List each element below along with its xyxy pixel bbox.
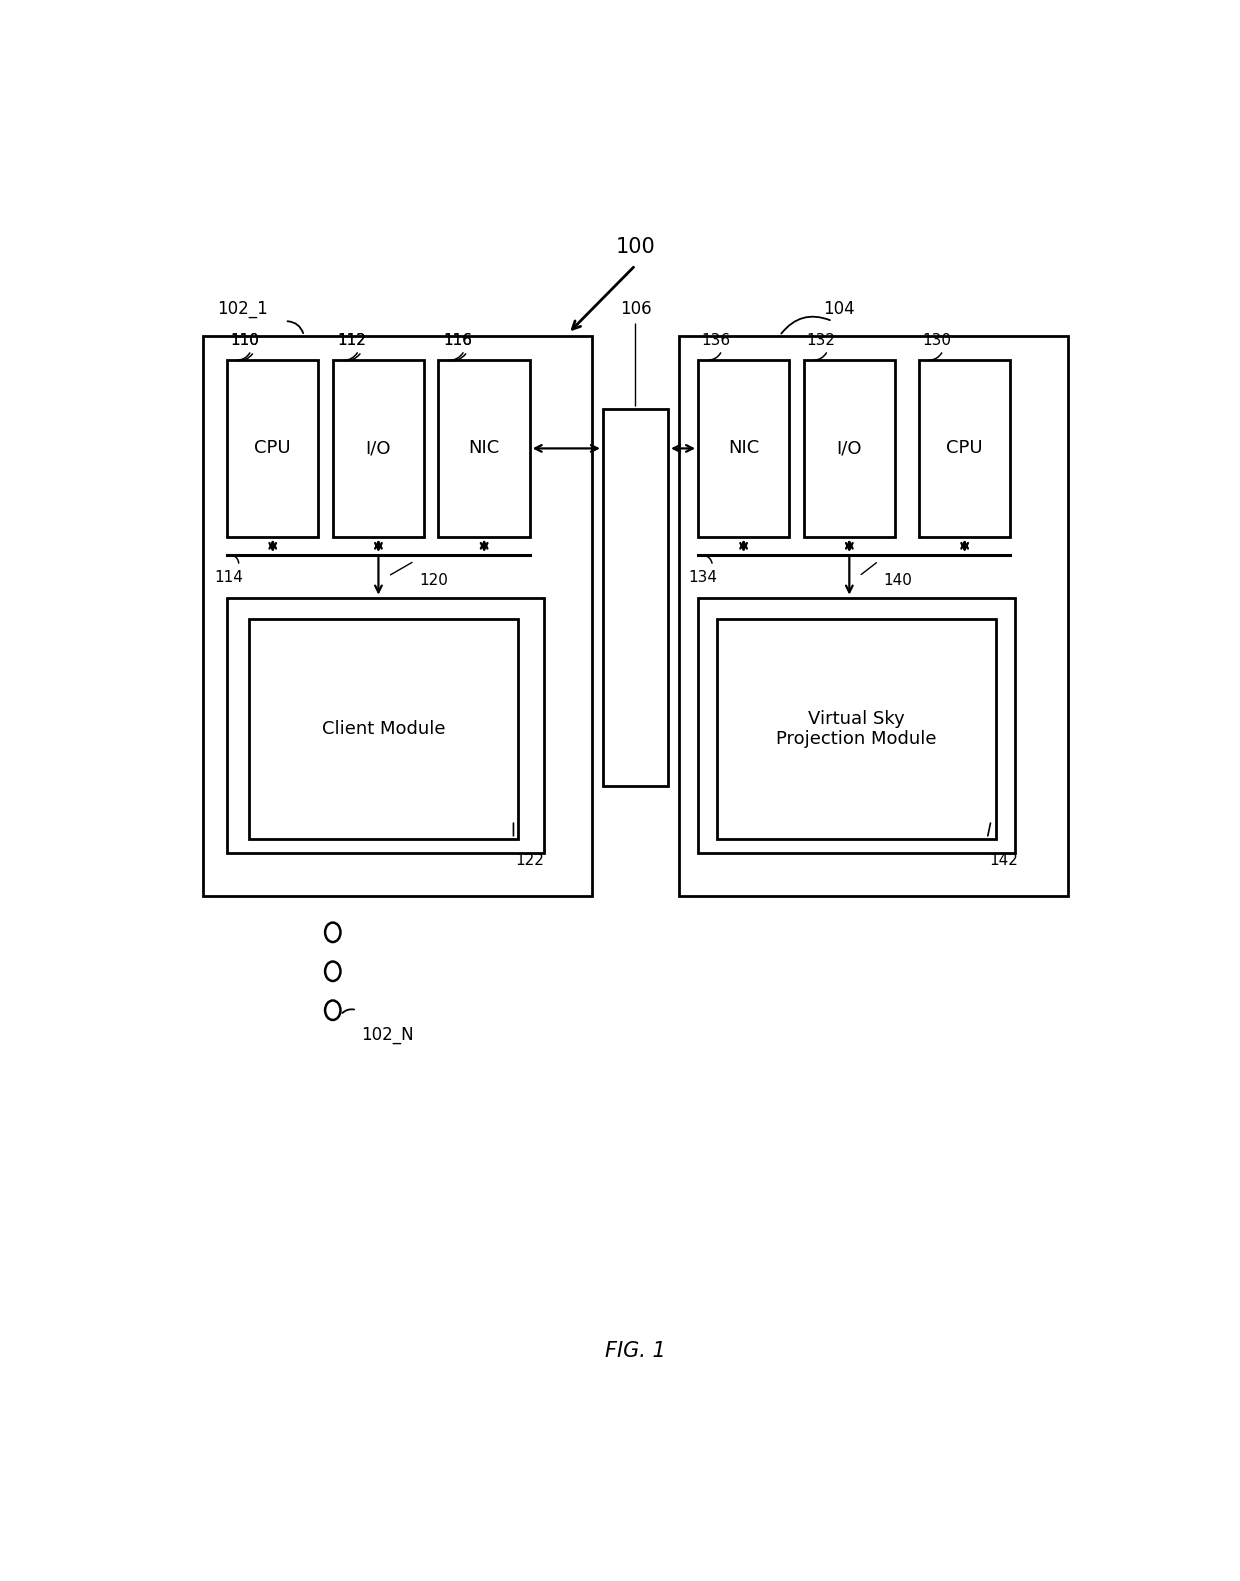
- Text: CPU: CPU: [946, 440, 983, 457]
- Text: 110: 110: [229, 334, 259, 348]
- Circle shape: [325, 1001, 341, 1020]
- Circle shape: [325, 961, 341, 980]
- Text: 114: 114: [215, 569, 243, 585]
- Bar: [203, 335, 593, 896]
- Bar: [249, 620, 518, 838]
- Text: I/O: I/O: [837, 440, 862, 457]
- Bar: [439, 360, 529, 536]
- Bar: [227, 360, 319, 536]
- Bar: [717, 620, 996, 838]
- Bar: [603, 409, 668, 786]
- Text: 102_N: 102_N: [362, 1026, 414, 1043]
- Text: 132: 132: [806, 334, 836, 348]
- Text: 106: 106: [620, 299, 651, 318]
- Text: 134: 134: [688, 569, 718, 585]
- Text: 100: 100: [615, 237, 656, 256]
- Text: 104: 104: [823, 299, 854, 318]
- Text: NIC: NIC: [728, 440, 759, 457]
- Text: 120: 120: [419, 574, 448, 588]
- Text: 116: 116: [444, 334, 472, 348]
- Text: 122: 122: [516, 854, 544, 868]
- Text: 116: 116: [444, 334, 472, 348]
- Text: FIG. 1: FIG. 1: [605, 1341, 666, 1361]
- Text: 140: 140: [883, 574, 913, 588]
- Bar: [678, 335, 1068, 896]
- Text: I/O: I/O: [366, 440, 391, 457]
- Bar: [227, 598, 544, 854]
- Text: 112: 112: [337, 334, 367, 348]
- Bar: [698, 360, 789, 536]
- Text: 142: 142: [990, 854, 1018, 868]
- Text: Client Module: Client Module: [322, 719, 445, 738]
- Circle shape: [325, 923, 341, 942]
- Text: 136: 136: [701, 334, 730, 348]
- Bar: [804, 360, 895, 536]
- Bar: [919, 360, 1011, 536]
- Bar: [332, 360, 424, 536]
- Text: 102_1: 102_1: [217, 299, 268, 318]
- Text: 112: 112: [337, 334, 367, 348]
- Bar: [698, 598, 1016, 854]
- Text: NIC: NIC: [469, 440, 500, 457]
- Text: CPU: CPU: [254, 440, 291, 457]
- Text: Virtual Sky
Projection Module: Virtual Sky Projection Module: [776, 710, 936, 748]
- Text: 110: 110: [229, 334, 259, 348]
- Text: 130: 130: [921, 334, 951, 348]
